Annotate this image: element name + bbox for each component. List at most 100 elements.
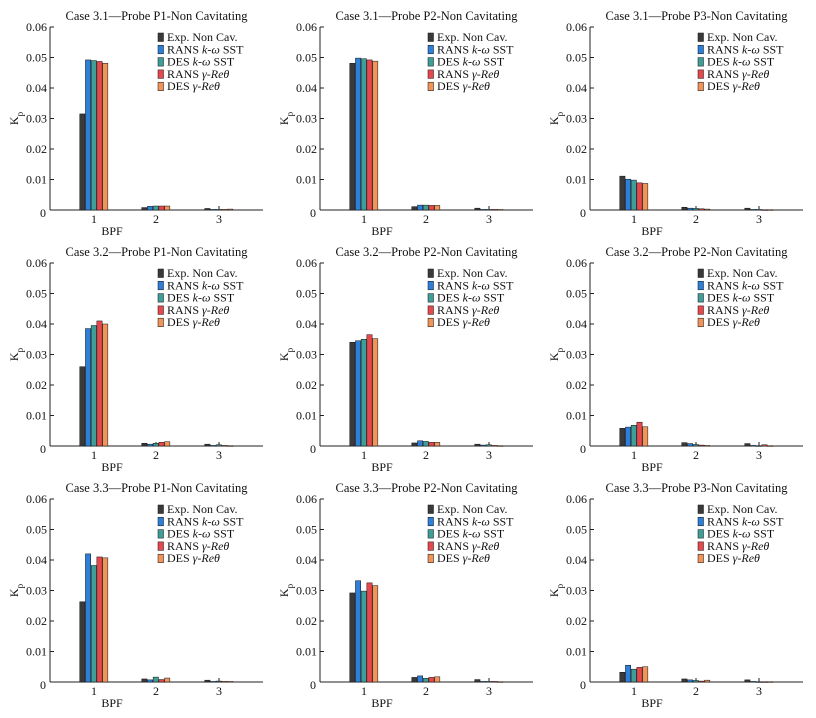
bar bbox=[681, 442, 688, 447]
bar bbox=[474, 207, 481, 211]
legend-swatch bbox=[697, 281, 704, 291]
bar bbox=[221, 445, 228, 447]
bar bbox=[485, 444, 492, 447]
legend-label: DES γ-Reθ bbox=[167, 315, 220, 329]
y-tick-label: 0 bbox=[310, 678, 316, 692]
y-tick-label: 0.05 bbox=[26, 523, 47, 537]
legend-label: Exp. Non Cav. bbox=[167, 30, 238, 44]
legend-label: DES k-ω SST bbox=[707, 527, 775, 541]
bar bbox=[227, 445, 234, 447]
legend-swatch bbox=[427, 529, 434, 539]
y-axis-label: Kp bbox=[7, 347, 25, 361]
bar bbox=[625, 426, 632, 447]
legend-swatch bbox=[157, 268, 164, 278]
legend-swatch bbox=[427, 81, 434, 91]
legend-swatch bbox=[157, 45, 164, 55]
bar bbox=[141, 207, 148, 211]
x-tick-label: 1 bbox=[631, 212, 637, 226]
bar bbox=[204, 443, 211, 447]
bar bbox=[96, 320, 103, 447]
bar bbox=[349, 63, 356, 211]
chart-title: Case 3.3—Probe P2-Non Cavitating bbox=[336, 481, 519, 495]
chart-panel: Case 3.1—Probe P2-Non Cavitating 0 0.01 0.0… bbox=[277, 9, 533, 238]
legend-label: RANS γ-Reθ bbox=[167, 67, 229, 81]
bar bbox=[215, 444, 222, 447]
y-tick-label: 0.04 bbox=[566, 553, 587, 567]
y-tick-label: 0.04 bbox=[566, 81, 587, 95]
bar bbox=[491, 445, 498, 447]
bar bbox=[428, 677, 435, 683]
legend-swatch bbox=[697, 504, 704, 514]
bar bbox=[767, 209, 774, 211]
bar bbox=[85, 553, 91, 683]
legend-label: RANS k-ω SST bbox=[437, 42, 514, 56]
legend-label: DES γ-Reθ bbox=[707, 551, 760, 565]
bar bbox=[704, 208, 711, 211]
x-tick-label: 3 bbox=[756, 448, 762, 462]
bar bbox=[687, 443, 694, 447]
x-tick-label: 1 bbox=[91, 212, 97, 226]
y-tick-label: 0.04 bbox=[26, 553, 47, 567]
y-tick-label: 0.02 bbox=[566, 614, 587, 628]
bar bbox=[619, 428, 626, 447]
x-tick-label: 3 bbox=[216, 448, 222, 462]
x-tick-label: 1 bbox=[631, 684, 637, 698]
legend-label: DES γ-Reθ bbox=[437, 551, 490, 565]
bar bbox=[96, 61, 103, 211]
bar bbox=[90, 60, 97, 211]
y-tick-label: 0.02 bbox=[296, 142, 317, 156]
bar bbox=[630, 425, 637, 447]
bar bbox=[355, 57, 362, 211]
bar bbox=[366, 582, 373, 683]
bar bbox=[164, 205, 171, 211]
bar bbox=[485, 681, 492, 683]
legend-swatch bbox=[427, 317, 434, 327]
bar bbox=[692, 444, 699, 447]
legend-label: RANS k-ω SST bbox=[707, 514, 784, 528]
bar bbox=[428, 442, 435, 447]
legend-label: DES γ-Reθ bbox=[707, 315, 760, 329]
y-tick-label: 0.01 bbox=[566, 645, 587, 659]
legend-label: RANS γ-Reθ bbox=[167, 539, 229, 553]
legend-swatch bbox=[427, 504, 434, 514]
bar bbox=[147, 679, 153, 683]
y-tick-label: 0.02 bbox=[26, 142, 47, 156]
legend-swatch bbox=[697, 553, 704, 563]
bar bbox=[422, 678, 429, 683]
bar bbox=[90, 565, 97, 683]
bar bbox=[698, 444, 705, 447]
y-tick-label: 0.06 bbox=[296, 20, 317, 34]
legend-swatch bbox=[427, 45, 434, 55]
y-tick-label: 0 bbox=[40, 678, 46, 692]
y-tick-label: 0.05 bbox=[296, 523, 317, 537]
legend-swatch bbox=[157, 57, 164, 67]
bar bbox=[417, 204, 424, 211]
bar bbox=[372, 585, 379, 683]
legend-swatch bbox=[157, 553, 164, 563]
bar bbox=[428, 205, 435, 211]
bar bbox=[102, 557, 109, 683]
bar bbox=[422, 441, 429, 447]
legend-label: DES k-ω SST bbox=[167, 527, 235, 541]
x-tick-label: 3 bbox=[486, 448, 492, 462]
bar bbox=[767, 445, 774, 447]
y-tick-label: 0.05 bbox=[566, 287, 587, 301]
bar bbox=[221, 209, 228, 211]
bar bbox=[704, 445, 711, 447]
bar bbox=[687, 679, 694, 683]
legend-swatch bbox=[697, 45, 704, 55]
bar bbox=[636, 667, 643, 683]
bar bbox=[434, 442, 441, 447]
legend-label: DES k-ω SST bbox=[167, 55, 235, 69]
bar bbox=[372, 338, 379, 447]
bar bbox=[411, 677, 418, 683]
legend-label: RANS γ-Reθ bbox=[707, 303, 769, 317]
y-tick-label: 0 bbox=[580, 206, 586, 220]
x-tick-label: 2 bbox=[693, 684, 699, 698]
legend-label: RANS k-ω SST bbox=[167, 42, 244, 56]
legend-swatch bbox=[427, 268, 434, 278]
legend-swatch bbox=[697, 268, 704, 278]
y-tick-label: 0.03 bbox=[296, 584, 317, 598]
y-tick-label: 0.02 bbox=[296, 378, 317, 392]
bar bbox=[480, 444, 487, 447]
